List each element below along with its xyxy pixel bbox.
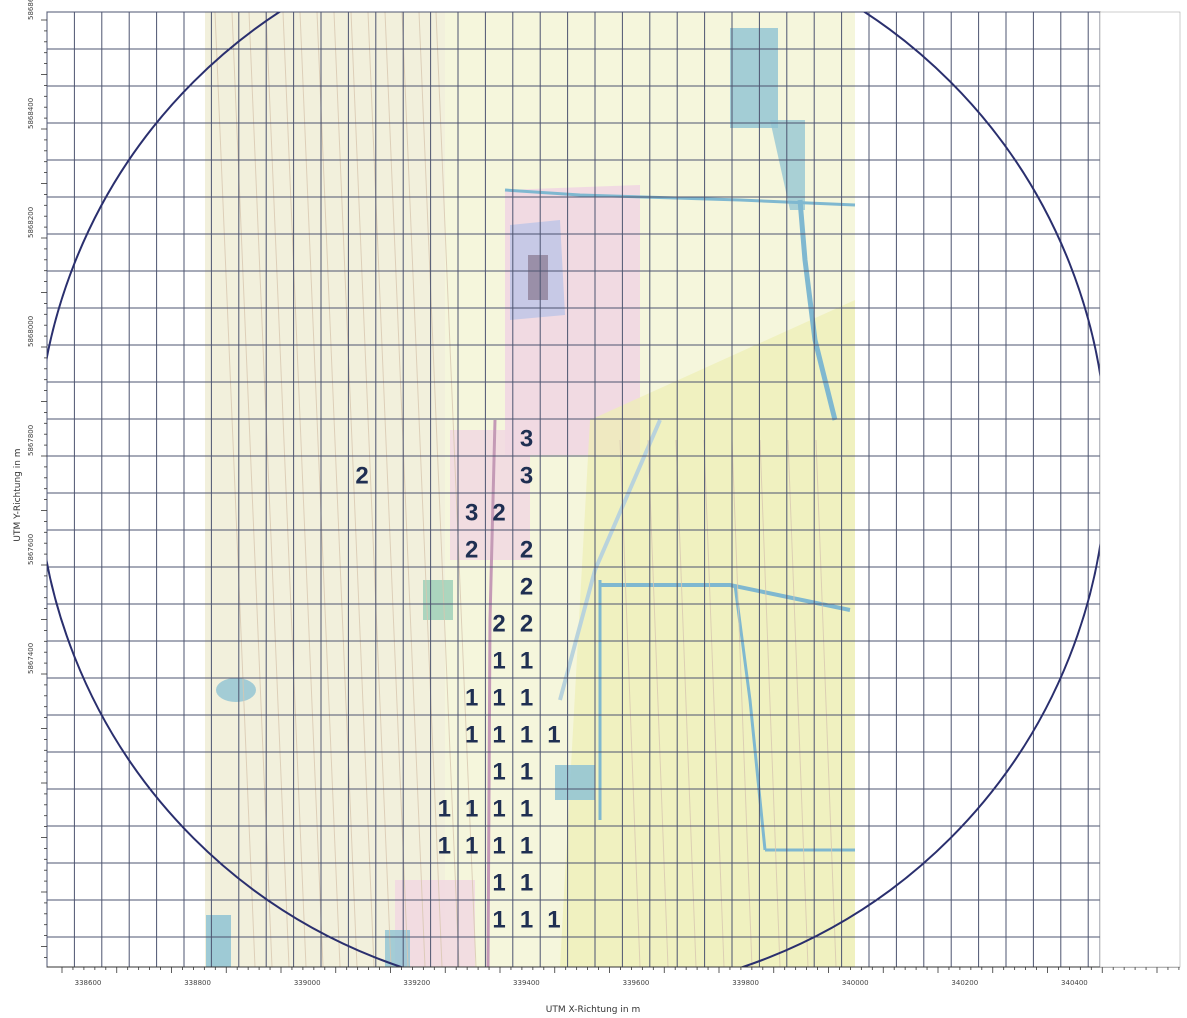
y-tick-label: 5867600 [27, 534, 35, 565]
cell-value-label: 3 [520, 463, 533, 490]
cell-value-label: 2 [355, 463, 368, 490]
cell-value-label: 1 [465, 722, 478, 749]
parcel-line [350, 12, 392, 967]
parcel-line [384, 12, 426, 967]
green-patch [423, 580, 453, 620]
ditch-main [600, 583, 851, 612]
x-tick-label: 340200 [951, 979, 978, 987]
x-tick-label: 339200 [403, 979, 430, 987]
parcel-line [815, 439, 837, 967]
x-tick-label: 339800 [732, 979, 759, 987]
cell-value-label: 2 [492, 611, 505, 638]
pond-south-west [206, 915, 231, 967]
y-tick-label: 5867400 [27, 643, 35, 674]
cell-value-label: 1 [492, 870, 505, 897]
cell-value-label: 3 [520, 426, 533, 453]
x-tick-label: 339000 [294, 979, 321, 987]
cell-value-label: 3 [465, 500, 478, 527]
pond-west [216, 678, 256, 702]
x-axis-title: UTM X-Richtung in m [546, 1005, 640, 1015]
parcel-line [731, 439, 753, 967]
x-tick-label: 340000 [842, 979, 869, 987]
road-central [486, 419, 497, 967]
pond-south [385, 930, 410, 967]
x-tick-label: 340400 [1061, 979, 1088, 987]
parcel-line [248, 12, 290, 967]
parcel-line [759, 439, 781, 967]
x-tick-label: 338600 [75, 979, 102, 987]
legend-panel [1099, 11, 1181, 968]
cell-value-label: 1 [547, 722, 560, 749]
y-tick-label: 5867800 [27, 425, 35, 456]
cell-value-label: 1 [438, 796, 451, 823]
y-axis-ticks: 5868600 5868400 5868200 5868000 5867800 58676… [27, 0, 47, 958]
cell-value-label: 1 [492, 685, 505, 712]
cell-value-label: 1 [465, 796, 478, 823]
cell-value-label: 2 [465, 537, 478, 564]
parcel-line [401, 12, 443, 967]
x-tick-label: 338800 [184, 979, 211, 987]
cell-value-label: 1 [492, 759, 505, 786]
parcel-line [418, 12, 460, 967]
water-strip [770, 120, 805, 210]
ditch-east [797, 199, 838, 421]
cell-value-label: 1 [547, 907, 560, 934]
water-body-north [730, 28, 778, 128]
ditch-vertical-2 [733, 584, 767, 851]
parcel-line [333, 12, 375, 967]
cell-value-label: 1 [520, 870, 533, 897]
cell-value-label: 1 [520, 722, 533, 749]
y-tick-label: 5868400 [27, 98, 35, 129]
parcel-line [265, 12, 307, 967]
cell-value-label: 2 [520, 537, 533, 564]
cell-value-label: 1 [520, 685, 533, 712]
x-axis-ticks: 338600 338800 339000 339200 339400 339600 3398… [47, 966, 1180, 987]
cell-value-label: 1 [520, 648, 533, 675]
base-map [205, 12, 856, 967]
x-tick-label: 339400 [513, 979, 540, 987]
cell-value-label: 2 [520, 574, 533, 601]
x-tick-label: 339600 [623, 979, 650, 987]
parcel-line [703, 439, 725, 967]
parcel-line [787, 439, 809, 967]
y-tick-label: 5868200 [27, 207, 35, 238]
cell-value-label: 1 [520, 907, 533, 934]
parcel-line [299, 12, 341, 967]
cell-value-label: 1 [520, 796, 533, 823]
cell-value-label: 1 [492, 796, 505, 823]
cell-value-label: 1 [520, 833, 533, 860]
parcel-line [214, 12, 256, 967]
parcel-line [435, 12, 477, 967]
parcel-line [619, 439, 641, 967]
field-west [205, 12, 445, 967]
cell-value-label: 1 [520, 759, 533, 786]
cell-value-label: 2 [492, 500, 505, 527]
cell-value-label: 2 [520, 611, 533, 638]
cell-value-label: 1 [492, 907, 505, 934]
pond-centre [555, 765, 595, 800]
parcel-lines [214, 12, 837, 967]
field-pink-centre [450, 430, 530, 560]
cell-value-label: 1 [492, 722, 505, 749]
parcel-line [647, 439, 669, 967]
farm-building [528, 255, 548, 300]
y-tick-label: 5868000 [27, 316, 35, 347]
cell-value-label: 1 [492, 648, 505, 675]
cell-value-label: 1 [492, 833, 505, 860]
cell-value-label: 1 [465, 833, 478, 860]
y-axis-title: UTM Y-Richtung in m [13, 448, 23, 541]
cell-value-label: 1 [465, 685, 478, 712]
cell-value-label: 1 [438, 833, 451, 860]
parcel-line [367, 12, 409, 967]
parcel-line [675, 439, 697, 967]
parcel-line [282, 12, 324, 967]
y-tick-label: 5868600 [27, 0, 35, 20]
parcel-line [316, 12, 358, 967]
